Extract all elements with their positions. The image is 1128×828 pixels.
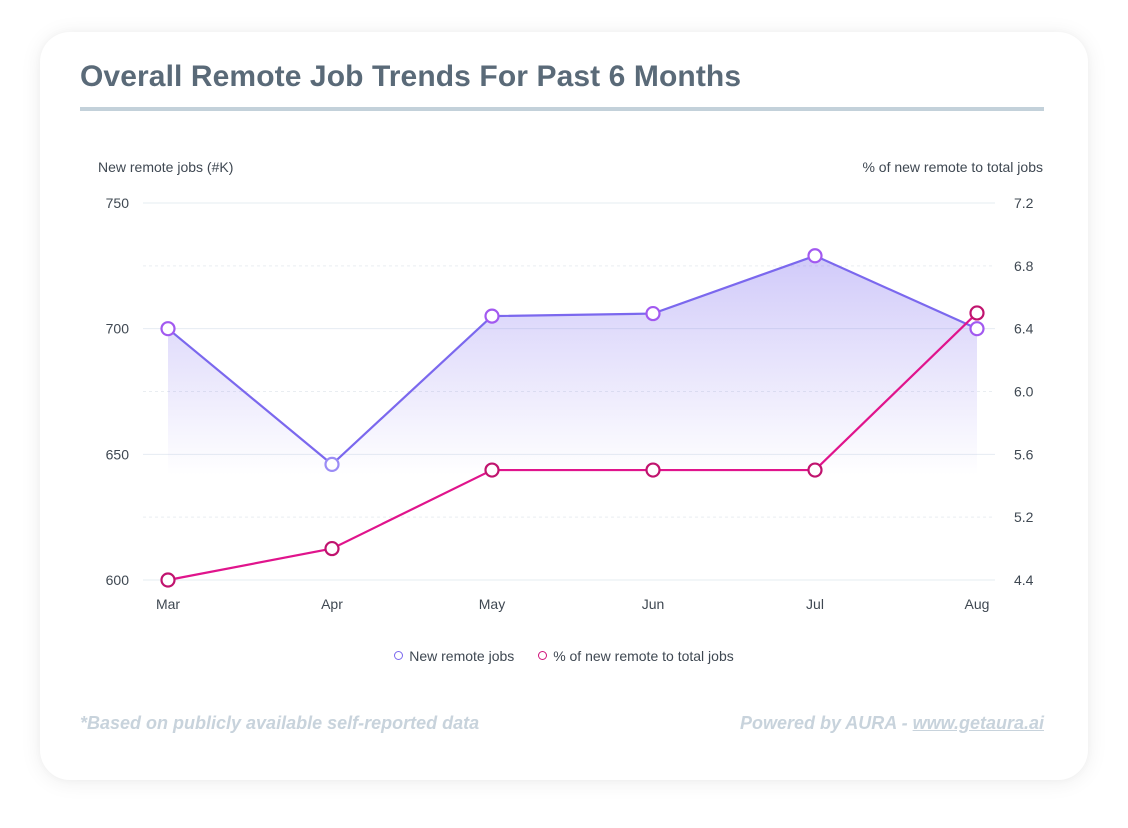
legend-item-new-remote-jobs[interactable]: New remote jobs [394,648,514,664]
right-tick-label: 6.8 [1014,258,1034,274]
series1-point[interactable] [160,321,176,337]
left-tick-label: 700 [106,321,130,337]
x-tick-label: Jun [642,596,665,612]
series1-point[interactable] [969,321,985,337]
x-tick-label: Aug [965,596,990,612]
aura-link[interactable]: www.getaura.ai [912,713,1044,733]
powered-by-text: Powered by AURA - [739,713,913,733]
right-axis-title: % of new remote to total jobs [862,159,1043,175]
right-tick-label: 6.4 [1014,321,1034,337]
x-tick-label: Mar [156,596,180,612]
series2-point[interactable] [160,572,176,588]
title-underline [80,107,1044,111]
series1-point[interactable] [484,308,500,324]
x-tick-label: Jul [806,596,824,612]
series-markers[interactable] [160,248,985,588]
chart-legend: New remote jobs % of new remote to total… [0,647,1128,664]
left-axis-title: New remote jobs (#K) [98,159,234,175]
series-lines [167,254,978,582]
series2-point[interactable] [969,305,985,321]
right-tick-label: 4.4 [1014,572,1034,588]
right-tick-label: 5.6 [1014,446,1034,462]
right-tick-label: 5.2 [1014,509,1034,525]
left-tick-label: 650 [106,446,130,462]
footer-note: *Based on publicly available self-report… [80,713,480,733]
footer-powered-by: Powered by AURA - www.getaura.ai [740,713,1044,734]
legend-label: % of new remote to total jobs [553,647,734,664]
chart-title: Overall Remote Job Trends For Past 6 Mon… [80,60,742,93]
left-axis-ticks: 750 700 650 600 [106,195,130,588]
legend-circle-icon [394,651,404,660]
left-tick-label: 600 [106,572,130,588]
left-tick-label: 750 [106,195,130,211]
series1-point[interactable] [645,305,661,322]
right-tick-label: 6.0 [1014,384,1034,400]
legend-item-percent-remote[interactable]: % of new remote to total jobs [538,648,734,664]
series1-point[interactable] [324,456,340,472]
legend-circle-icon [538,651,548,660]
right-tick-label: 7.2 [1014,195,1034,211]
series2-point[interactable] [645,462,661,478]
x-tick-label: May [479,596,505,612]
x-axis-ticks: Mar Apr May Jun Jul Aug [156,596,990,612]
legend-label: New remote jobs [409,647,515,664]
right-axis-ticks: 7.2 6.8 6.4 6.0 5.6 5.2 4.4 [1014,195,1034,588]
series2-point[interactable] [324,540,340,557]
series2-line [167,312,978,582]
x-tick-label: Apr [321,596,343,612]
series1-line [167,254,978,466]
series2-point[interactable] [484,462,500,478]
area-fill [168,255,977,475]
series1-point[interactable] [807,248,823,264]
series2-point[interactable] [807,462,823,478]
series1-area [168,255,977,475]
